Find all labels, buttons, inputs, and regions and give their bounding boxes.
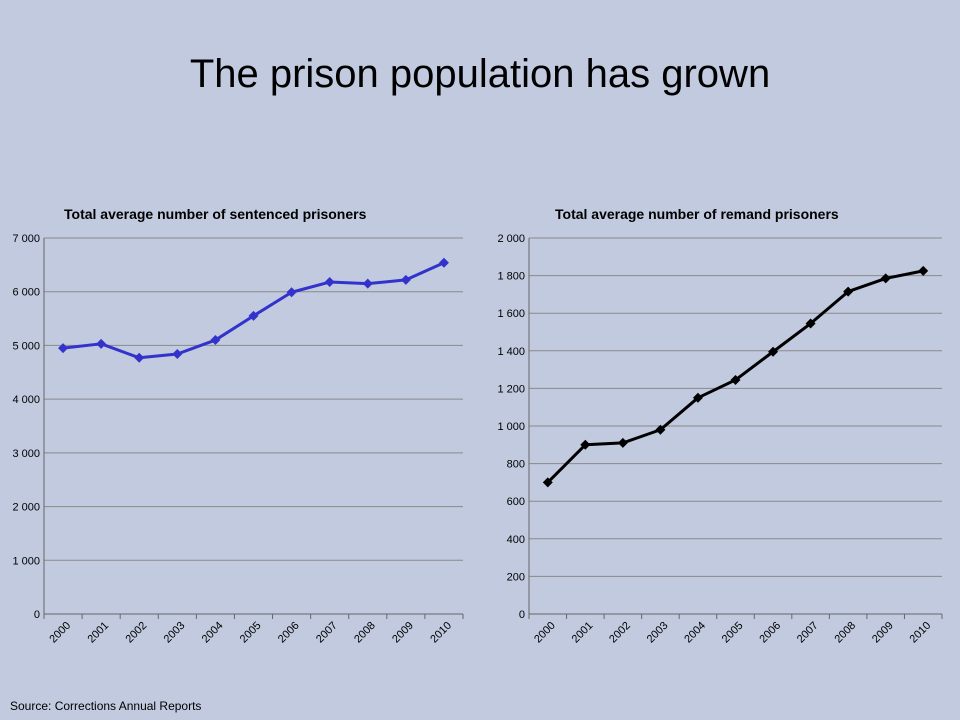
x-tick-label: 2004: [682, 620, 708, 646]
data-point: [438, 257, 449, 268]
data-point: [768, 346, 779, 357]
data-point: [58, 343, 69, 354]
y-tick-label: 7 000: [12, 233, 40, 245]
x-tick-label: 2009: [870, 620, 896, 646]
data-point: [134, 352, 145, 363]
data-point: [843, 286, 854, 297]
data-point: [542, 477, 553, 488]
x-tick-label: 2000: [532, 620, 558, 646]
data-point: [730, 374, 741, 385]
data-point: [96, 338, 107, 349]
y-tick-label: 3 000: [12, 448, 40, 460]
x-tick-label: 2006: [757, 620, 783, 646]
data-point: [248, 310, 259, 321]
y-tick-label: 1 000: [497, 421, 525, 433]
y-tick-label: 200: [507, 571, 525, 583]
data-point: [805, 318, 816, 329]
y-tick-label: 0: [34, 609, 40, 621]
x-tick-label: 2007: [795, 620, 821, 646]
slide-title: The prison population has grown: [189, 52, 771, 96]
x-tick-label: 2010: [908, 620, 934, 646]
data-point: [362, 278, 373, 289]
data-point: [172, 349, 183, 360]
y-tick-label: 400: [507, 534, 525, 546]
data-point: [880, 273, 891, 284]
data-point: [580, 439, 591, 450]
y-tick-label: 0: [519, 609, 525, 621]
data-point: [324, 277, 335, 288]
y-tick-label: 1 400: [497, 346, 525, 358]
x-tick-label: 2001: [570, 620, 596, 646]
data-point: [692, 392, 703, 403]
y-tick-label: 5 000: [12, 340, 40, 352]
x-tick-label: 2005: [720, 620, 746, 646]
source-note: Source: Corrections Annual Reports: [10, 699, 202, 713]
data-point: [400, 274, 411, 285]
data-point: [286, 287, 297, 298]
y-tick-label: 800: [507, 459, 525, 471]
chart-title-remand: Total average number of remand prisoners: [555, 206, 839, 222]
x-tick-label: 2008: [832, 620, 858, 646]
y-tick-label: 6 000: [12, 287, 40, 299]
chart-title-sentenced: Total average number of sentenced prison…: [64, 206, 367, 222]
data-point: [918, 265, 929, 276]
y-tick-label: 2 000: [12, 502, 40, 514]
y-tick-label: 4 000: [12, 394, 40, 406]
x-tick-label: 2002: [607, 620, 633, 646]
y-tick-label: 600: [507, 496, 525, 508]
data-point: [655, 424, 666, 435]
data-point: [210, 335, 221, 346]
y-tick-label: 2 000: [497, 233, 525, 245]
y-tick-label: 1 200: [497, 383, 525, 395]
x-tick-label: 2003: [645, 620, 671, 646]
data-point: [617, 437, 628, 448]
y-tick-label: 1 600: [497, 308, 525, 320]
y-tick-label: 1 800: [497, 271, 525, 283]
y-tick-label: 1 000: [12, 555, 40, 567]
